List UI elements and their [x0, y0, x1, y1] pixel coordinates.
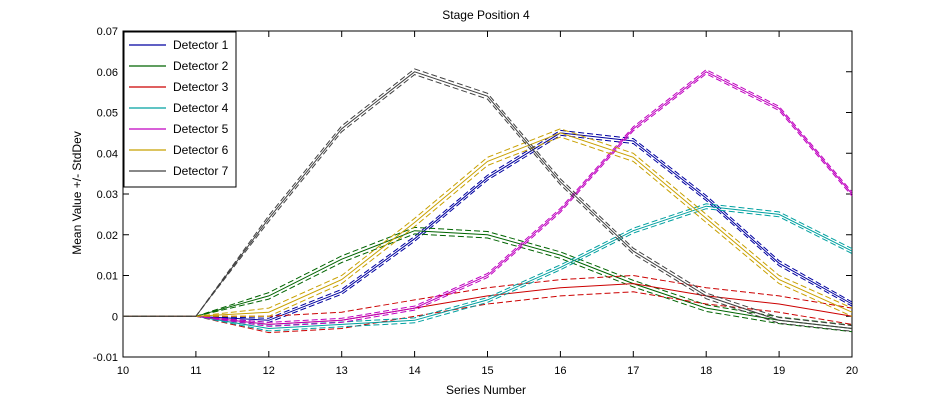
series-1-mean-line	[123, 132, 853, 321]
x-tick-label: 18	[700, 365, 712, 377]
series-6-upper-stddev-line	[123, 128, 853, 317]
x-tick-label: 10	[117, 365, 129, 377]
series-5-upper-stddev-line	[123, 69, 853, 323]
plot-area: 10 11 12 13 14 15 16 17 18 19 20 -0.01 0 0.01 0.02 0.03…	[93, 26, 858, 377]
legend-label: Detector 2	[173, 59, 229, 73]
legend-label: Detector 7	[173, 164, 229, 178]
legend-box	[123, 31, 237, 188]
series-2-lower-stddev-line	[123, 233, 853, 333]
series-7-lower-stddev-line	[123, 74, 853, 332]
series-7-mean-line	[123, 71, 853, 329]
x-tick-label: 14	[408, 365, 420, 377]
legend-label: Detector 1	[173, 38, 229, 52]
series-7-upper-stddev-line	[123, 68, 853, 327]
x-tick-label: 19	[773, 365, 785, 377]
y-tick-label: 0	[112, 311, 118, 323]
y-tick-label: 0.03	[97, 189, 118, 201]
series-1-upper-stddev-line	[123, 129, 853, 319]
x-tick-label: 12	[263, 365, 275, 377]
y-tick-label: 0.04	[97, 148, 118, 160]
y-tick-label: 0.05	[97, 108, 118, 120]
series-5-mean-line	[123, 71, 853, 325]
legend-label: Detector 5	[173, 122, 229, 136]
x-tick-label: 20	[846, 365, 858, 377]
legend-label: Detector 6	[173, 143, 229, 157]
series-6-mean-line	[123, 132, 853, 317]
y-tick-label: 0.07	[97, 26, 118, 38]
x-tick-label: 16	[554, 365, 566, 377]
chart-title: Stage Position 4	[442, 8, 530, 22]
y-tick-label: 0.02	[97, 230, 118, 242]
series-4-lower-stddev-line	[123, 208, 853, 332]
series-4-mean-line	[123, 205, 853, 330]
series-5-lower-stddev-line	[123, 73, 853, 327]
x-tick-label: 13	[336, 365, 348, 377]
series-6-lower-stddev-line	[123, 136, 853, 317]
x-tick-label: 17	[627, 365, 639, 377]
y-tick-label: -0.01	[93, 352, 118, 364]
y-tick-label: 0.01	[97, 271, 118, 283]
series-2-mean-line	[123, 230, 853, 329]
series-2-upper-stddev-line	[123, 226, 853, 326]
x-tick-label: 11	[190, 365, 201, 377]
legend-label: Detector 4	[173, 101, 229, 115]
x-axis-label: Series Number	[446, 383, 526, 397]
y-axis-label: Mean Value +/- StdDev	[70, 131, 84, 255]
legend-label: Detector 3	[173, 80, 229, 94]
y-tick-label: 0.06	[97, 67, 118, 79]
x-tick-label: 15	[481, 365, 493, 377]
